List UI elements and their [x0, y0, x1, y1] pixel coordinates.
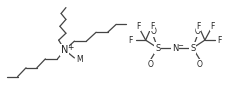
- Text: −: −: [177, 43, 183, 49]
- Text: +: +: [68, 43, 74, 52]
- Text: M: M: [76, 55, 83, 64]
- Text: S: S: [190, 44, 195, 52]
- Text: O: O: [194, 27, 200, 36]
- Text: F: F: [150, 22, 154, 31]
- Text: O: O: [197, 60, 203, 69]
- Text: F: F: [196, 22, 201, 31]
- Text: O: O: [150, 27, 156, 36]
- Text: F: F: [136, 22, 141, 31]
- Text: O: O: [148, 60, 153, 69]
- Text: S: S: [155, 44, 160, 52]
- Text: F: F: [218, 36, 222, 45]
- Text: N: N: [172, 44, 178, 52]
- Text: F: F: [210, 22, 214, 31]
- Text: N: N: [61, 45, 69, 55]
- Text: F: F: [129, 36, 133, 45]
